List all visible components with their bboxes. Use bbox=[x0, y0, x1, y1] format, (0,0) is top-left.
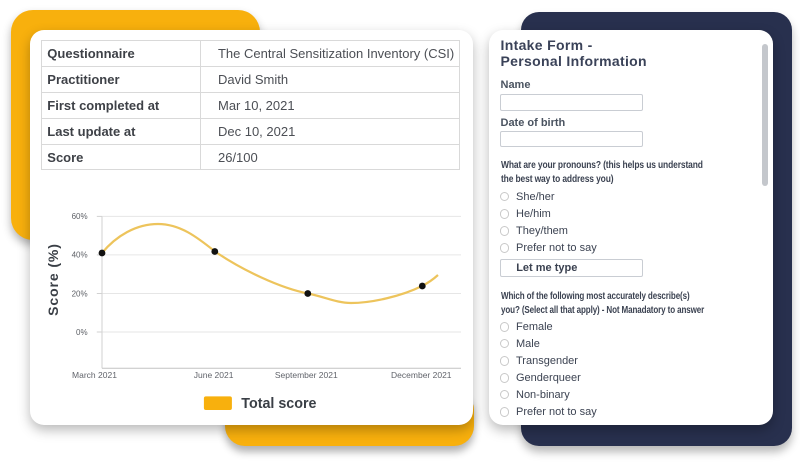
svg-text:40%: 40% bbox=[71, 251, 87, 260]
svg-text:June 2021: June 2021 bbox=[193, 370, 233, 380]
svg-text:0%: 0% bbox=[76, 328, 88, 337]
svg-text:December 2021: December 2021 bbox=[391, 370, 452, 380]
svg-text:September 2021: September 2021 bbox=[275, 370, 338, 380]
svg-text:Score (%): Score (%) bbox=[44, 243, 60, 316]
svg-text:60%: 60% bbox=[71, 212, 87, 221]
svg-text:Total score: Total score bbox=[241, 396, 316, 412]
svg-text:March 2021: March 2021 bbox=[72, 370, 117, 380]
svg-text:20%: 20% bbox=[71, 289, 87, 298]
